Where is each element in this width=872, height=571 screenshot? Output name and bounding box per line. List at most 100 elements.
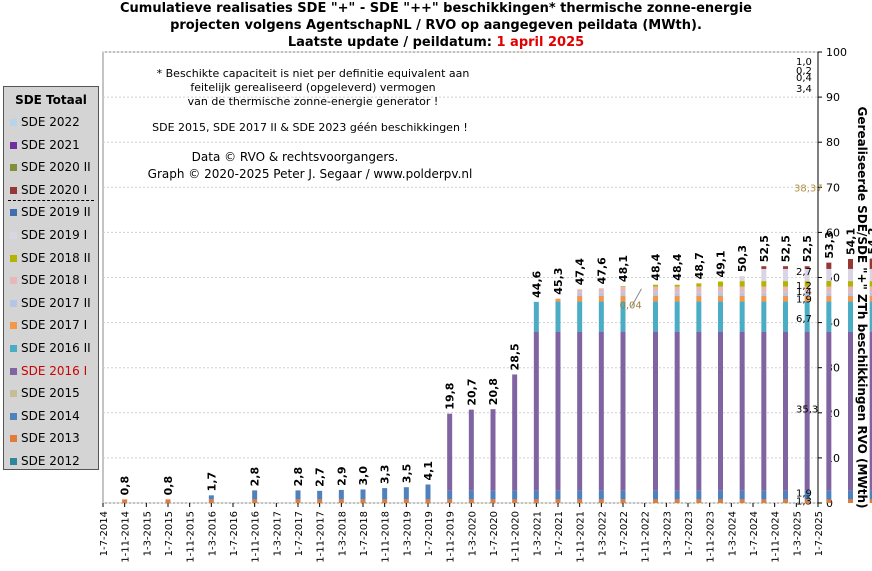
legend-title: SDE Totaal [15,93,87,107]
bar-total-label: 2,9 [335,466,348,486]
x-tick-label: 1-11-2016 [251,511,262,563]
bar-segment [674,284,680,287]
bar-segment [598,301,604,332]
legend-swatch [10,322,17,330]
legend-swatch [10,254,17,262]
bar-total-label: 0,8 [119,476,132,496]
legend-label: SDE 2020 I [21,182,88,197]
annotation-leader [631,288,642,307]
note-line2: feitelijk gerealiseerd (opgeleverd) verm… [190,81,436,94]
legend-label: SDE 2019 II [21,205,91,220]
x-tick-label: 1-7-2025 [814,511,825,556]
x-tick-label: 1-3-2016 [207,511,218,556]
bar-segment [598,499,604,503]
legend-separator [8,199,94,201]
bar-total-label: 28,5 [509,343,522,370]
segment-value-label: 1,3 [796,496,812,507]
bar-segment [653,490,658,500]
x-tick-label: 1-11-2023 [706,511,717,563]
bar-segment [761,301,767,332]
legend-label: SDE 2013 [21,431,80,446]
bar-segment [317,490,323,500]
bar-segment [598,288,604,293]
x-tick-label: 1-3-2021 [532,511,543,556]
bar-segment [761,331,767,491]
bar-segment [674,301,680,332]
bar-total-label: 3,0 [357,466,370,486]
bar-segment [555,331,561,491]
bar-segment [783,268,788,282]
x-tick-label: 1-7-2020 [489,511,500,556]
bar-segment [739,292,745,296]
bar-segment [674,292,680,296]
bar-segment [653,286,658,293]
bar-segment [533,490,539,500]
bar-segment [848,295,853,302]
bar-segment [826,301,832,332]
legend-swatch [10,345,17,352]
bar-segment [403,499,409,503]
bar-total-label: 19,8 [444,383,457,410]
bar-total-label: 20,8 [487,378,500,405]
legend-item: SDE 2017 II [10,295,91,311]
segment-value-label: 2,7 [796,267,812,278]
y-tick-label: 70 [826,181,840,194]
update-label: Laatste update / peildatum: [287,35,492,50]
bar-segment [403,487,409,500]
bar-segment [696,331,702,491]
bar-segment [512,499,518,503]
x-tick-label: 1-7-2022 [619,511,630,556]
bar-segment [360,499,366,503]
segment-value-label: 0,2 [796,66,812,77]
y-tick-label: 0 [826,497,833,510]
bar-segment [533,499,539,503]
bar-segment [620,499,626,503]
bar-total-label: 54,1 [845,228,858,255]
bar-segment [653,284,658,287]
bar-segment [804,295,810,302]
bar-segment [739,286,745,293]
annotation-label: 0,04 [620,301,642,312]
bar-segment [783,301,788,332]
bar-segment [696,283,702,287]
bar-segment [869,286,872,293]
legend-label: SDE 2014 [21,408,80,423]
bar-total-label: 48,4 [671,253,684,280]
legend-swatch [10,458,17,465]
bar-total-label: 1,7 [205,472,218,492]
segment-value-label: 1,0 [796,57,812,68]
bar-segment [620,490,626,500]
bar-segment [826,295,832,302]
bar-segment [696,295,702,302]
bar-segment [848,292,853,296]
bar-segment [718,286,723,293]
bar-segment [804,281,810,287]
bar-segment [317,499,323,503]
legend-item: SDE 2022 [10,114,80,130]
legend-item: SDE 2020 I [10,182,87,198]
legend-label: SDE 2018 I [21,273,88,288]
legend-item: SDE 2018 I [10,272,87,288]
bar-total-label: 3,5 [400,464,413,484]
bar-segment [783,281,788,287]
legend-item: SDE 2019 II [10,204,91,220]
bar-total-label: 52,5 [801,235,814,262]
bar-segment [620,286,626,287]
bar-total-label: 2,7 [314,467,327,487]
x-tick-label: 1-3-2024 [727,511,738,556]
legend-swatch [10,367,17,375]
bar-segment [598,292,604,296]
bar-segment [826,490,832,500]
bar-segment [653,331,658,491]
x-tick-label: 1-3-2020 [467,511,478,556]
legend-swatch [10,232,17,239]
note-line3: van de thermische zonne-energie generato… [187,95,439,108]
bar-segment [848,490,853,500]
bar-segment [804,286,810,293]
bar-segment [783,266,788,269]
y-tick-label: 60 [826,226,840,239]
bar-segment [761,292,767,296]
bar-segment [577,295,583,302]
x-tick-label: 1-7-2019 [424,511,435,556]
note-line4: SDE 2015, SDE 2017 II & SDE 2023 géén be… [152,121,468,134]
